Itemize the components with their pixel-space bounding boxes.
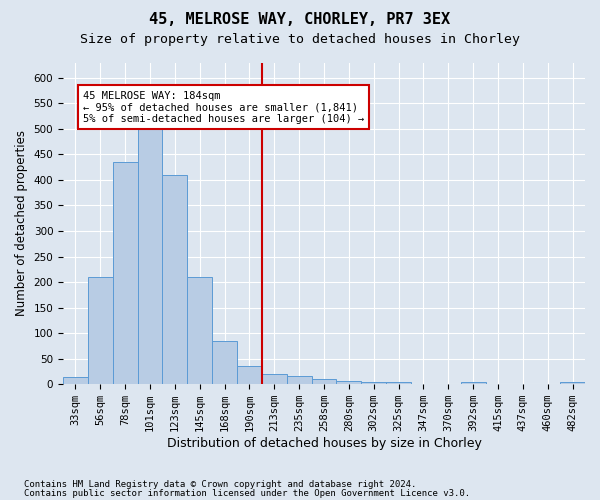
Bar (560, 382, 585, 384)
Text: Contains public sector information licensed under the Open Government Licence v3: Contains public sector information licen… (24, 490, 470, 498)
Text: Contains HM Land Registry data © Crown copyright and database right 2024.: Contains HM Land Registry data © Crown c… (24, 480, 416, 489)
Bar (337, 381, 361, 384)
Bar (361, 382, 386, 384)
Y-axis label: Number of detached properties: Number of detached properties (15, 130, 28, 316)
Bar (237, 366, 262, 384)
Bar (461, 382, 485, 384)
X-axis label: Distribution of detached houses by size in Chorley: Distribution of detached houses by size … (167, 437, 481, 450)
Bar (262, 374, 287, 384)
Bar (386, 382, 411, 384)
Bar (63, 376, 88, 384)
Text: 45 MELROSE WAY: 184sqm
← 95% of detached houses are smaller (1,841)
5% of semi-d: 45 MELROSE WAY: 184sqm ← 95% of detached… (83, 90, 364, 124)
Bar (287, 376, 311, 384)
Bar (88, 277, 113, 384)
Bar (163, 175, 187, 384)
Bar (187, 277, 212, 384)
Text: Size of property relative to detached houses in Chorley: Size of property relative to detached ho… (80, 32, 520, 46)
Bar (311, 378, 337, 384)
Text: 45, MELROSE WAY, CHORLEY, PR7 3EX: 45, MELROSE WAY, CHORLEY, PR7 3EX (149, 12, 451, 28)
Bar (212, 341, 237, 384)
Bar (137, 129, 163, 384)
Bar (113, 162, 137, 384)
